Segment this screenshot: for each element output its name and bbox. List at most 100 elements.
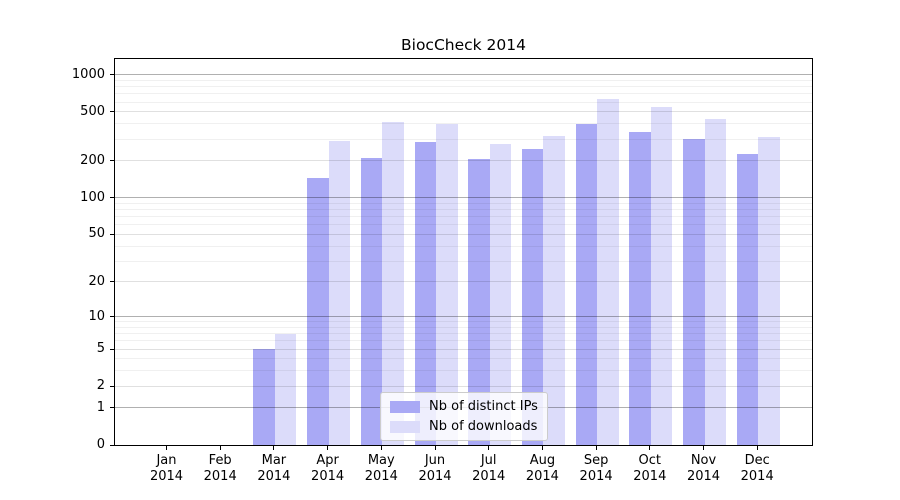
y-tick-label-10: 10 xyxy=(88,308,105,324)
x-tick-month: Feb xyxy=(208,453,232,468)
x-tick-label-oct: Oct 2014 xyxy=(618,453,682,485)
x-tick-month: Oct xyxy=(638,453,662,468)
y-tick-mark-20 xyxy=(110,281,114,283)
x-tick-year: 2014 xyxy=(418,469,452,484)
x-tick-label-dec: Dec 2014 xyxy=(725,453,789,485)
x-tick-year: 2014 xyxy=(633,469,667,484)
y-tick-label-1000: 1000 xyxy=(71,66,105,82)
y-tick-label-0: 0 xyxy=(96,437,105,452)
gridline-800 xyxy=(115,86,812,88)
gridline-30 xyxy=(115,260,812,262)
bar-nb-of-distinct-ips-sep xyxy=(575,123,598,445)
bar-nb-of-distinct-ips-oct xyxy=(629,131,651,445)
gridline-500 xyxy=(115,111,812,113)
gridline-40 xyxy=(115,245,812,247)
x-tick-month: Jul xyxy=(480,453,497,468)
x-tick-label-nov: Nov 2014 xyxy=(672,453,736,485)
gridline-60 xyxy=(115,224,812,226)
bar-nb-of-distinct-ips-may xyxy=(360,157,383,445)
y-tick-label-2: 2 xyxy=(96,378,105,394)
gridline-3 xyxy=(115,370,812,372)
x-tick-year: 2014 xyxy=(525,469,559,484)
x-tick-mark-aug xyxy=(541,446,543,450)
chart-title: BiocCheck 2014 xyxy=(401,36,526,54)
bar-nb-of-distinct-ips-jun xyxy=(414,141,436,445)
x-tick-year: 2014 xyxy=(203,469,237,484)
gridline-90 xyxy=(115,202,812,204)
x-tick-year: 2014 xyxy=(472,469,506,484)
gridline-10 xyxy=(115,316,812,317)
legend: Nb of distinct IPs Nb of downloads xyxy=(380,392,548,441)
gridline-20 xyxy=(115,281,812,283)
gridline-6 xyxy=(115,340,812,342)
y-tick-mark-5 xyxy=(110,348,114,350)
x-tick-month: Nov xyxy=(690,453,717,468)
x-tick-mark-jun xyxy=(434,446,436,450)
y-tick-label-50: 50 xyxy=(88,226,105,242)
x-tick-month: Jun xyxy=(424,453,446,468)
y-tick-mark-100 xyxy=(110,197,114,199)
x-tick-mark-sep xyxy=(595,446,597,450)
gridline-200 xyxy=(115,160,812,162)
bar-nb-of-downloads-jun xyxy=(436,124,458,445)
bar-nb-of-downloads-apr xyxy=(328,140,351,445)
plot-area xyxy=(114,58,813,446)
y-tick-mark-500 xyxy=(110,111,114,113)
y-tick-label-500: 500 xyxy=(80,103,105,119)
gridline-2 xyxy=(115,385,812,387)
x-tick-mark-apr xyxy=(327,446,329,450)
x-tick-mark-jan xyxy=(166,446,167,450)
bar-nb-of-distinct-ips-aug xyxy=(521,148,544,445)
x-tick-label-aug: Aug 2014 xyxy=(510,453,574,485)
y-tick-label-100: 100 xyxy=(80,189,105,205)
x-tick-month: May xyxy=(367,453,395,468)
x-tick-label-mar: Mar 2014 xyxy=(242,453,306,485)
x-tick-mark-oct xyxy=(649,446,651,450)
y-tick-mark-50 xyxy=(110,233,114,235)
y-tick-mark-200 xyxy=(110,160,114,162)
legend-label-downloads: Nb of downloads xyxy=(429,419,538,434)
y-tick-mark-1 xyxy=(110,407,114,409)
bar-nb-of-distinct-ips-mar xyxy=(253,349,275,445)
gridline-400 xyxy=(115,123,812,125)
legend-swatch-downloads xyxy=(390,420,420,433)
x-tick-label-jul: Jul 2014 xyxy=(457,453,521,485)
x-tick-month: Jan xyxy=(156,453,177,468)
x-tick-label-apr: Apr 2014 xyxy=(296,453,360,485)
x-tick-label-feb: Feb 2014 xyxy=(188,453,252,485)
y-tick-mark-2 xyxy=(110,385,114,387)
bar-nb-of-downloads-oct xyxy=(650,106,673,445)
gridline-7 xyxy=(115,333,812,335)
gridline-70 xyxy=(115,216,812,218)
gridline-600 xyxy=(115,101,812,103)
x-tick-year: 2014 xyxy=(686,469,721,484)
x-tick-mark-nov xyxy=(703,446,704,450)
x-tick-mark-dec xyxy=(756,446,758,450)
y-tick-label-1: 1 xyxy=(96,399,105,415)
y-tick-label-200: 200 xyxy=(80,152,105,168)
gridline-1000 xyxy=(115,74,812,76)
y-tick-label-20: 20 xyxy=(88,273,105,289)
x-tick-year: 2014 xyxy=(579,469,613,484)
bar-nb-of-distinct-ips-nov xyxy=(683,138,705,445)
x-tick-month: Mar xyxy=(261,453,287,468)
bar-nb-of-downloads-aug xyxy=(543,135,565,445)
legend-item-downloads: Nb of downloads xyxy=(390,419,538,434)
y-tick-mark-10 xyxy=(110,316,114,317)
bar-nb-of-distinct-ips-apr xyxy=(307,177,329,445)
x-tick-month: Dec xyxy=(744,453,770,468)
bar-nb-of-downloads-dec xyxy=(758,136,780,445)
bar-nb-of-distinct-ips-dec xyxy=(736,153,759,445)
gridline-4 xyxy=(115,358,812,360)
gridline-9 xyxy=(115,321,812,323)
x-tick-mark-may xyxy=(380,446,382,450)
gridline-5 xyxy=(115,348,812,350)
bar-nb-of-downloads-may xyxy=(382,121,404,445)
x-tick-year: 2014 xyxy=(257,469,291,484)
x-tick-mark-mar xyxy=(273,446,275,450)
gridline-50 xyxy=(115,233,812,235)
legend-item-distinct-ips: Nb of distinct IPs xyxy=(390,399,538,414)
x-tick-mark-jul xyxy=(488,446,490,450)
